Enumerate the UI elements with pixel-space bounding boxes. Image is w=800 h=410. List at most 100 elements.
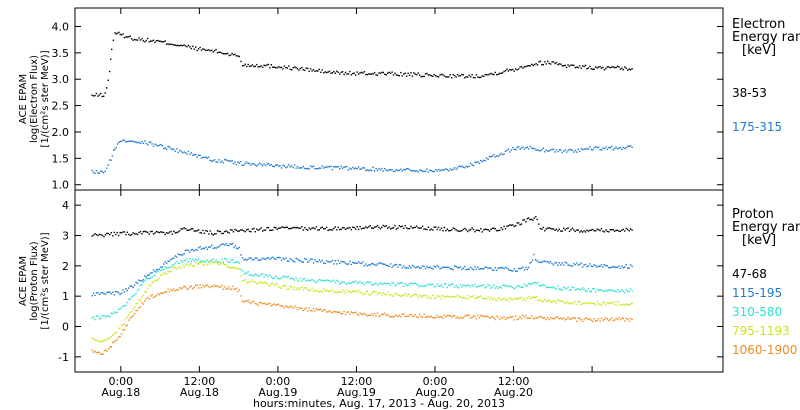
data-point [525,266,527,269]
data-point [517,222,520,224]
data-point [323,167,325,169]
data-point [586,317,588,319]
data-point [523,66,526,68]
data-point [229,160,232,162]
data-point [485,315,488,317]
data-point [586,68,588,70]
data-point [624,304,626,306]
data-point [580,262,582,264]
data-point [154,296,156,298]
data-point [254,302,256,305]
data-point [309,165,312,167]
data-point [267,256,270,259]
data-point [513,268,515,270]
data-point [195,230,197,232]
data-point [475,296,478,299]
data-point [107,232,110,235]
data-point [496,155,498,157]
data-point [349,167,351,169]
data-point [91,94,93,96]
data-point [515,270,517,272]
data-point [107,315,110,317]
data-point [411,170,414,172]
data-point [117,292,120,294]
data-point [359,262,361,264]
data-point [208,233,210,235]
data-point [350,74,352,76]
data-point [286,226,288,228]
data-point [603,231,606,233]
data-point [487,316,489,318]
data-point [253,65,255,68]
data-point [500,287,502,289]
data-point [395,263,398,266]
data-point [384,293,386,295]
data-point [144,230,146,233]
data-point [435,317,437,319]
data-point [299,167,302,169]
data-point [264,229,267,231]
data-point [375,226,377,228]
data-point [155,268,158,271]
data-point [552,61,555,63]
data-point [104,170,106,172]
data-point [564,261,566,263]
data-point [263,302,265,304]
data-point [424,316,427,318]
data-point [270,283,272,285]
data-point [573,287,575,289]
data-point [276,283,278,285]
data-point [339,291,341,293]
data-point [469,76,472,78]
data-point [493,317,495,319]
data-point [213,233,216,235]
data-point [557,264,559,266]
data-point [616,148,619,150]
data-point [309,68,312,70]
data-point [471,316,473,318]
data-point [115,33,117,35]
data-point [352,290,354,292]
data-point [341,167,344,169]
data-point [147,274,149,276]
data-point [272,256,274,258]
data-point [483,268,485,270]
data-point [455,265,457,268]
data-point [362,72,364,74]
data-point [203,264,206,266]
data-point [465,314,467,316]
data-point [233,267,235,269]
data-point [229,288,231,290]
data-point [195,153,197,156]
data-point [119,293,121,296]
data-point [174,290,176,292]
data-point [520,147,523,149]
data-point [218,51,220,53]
data-point [330,72,332,74]
data-point [331,280,334,282]
data-point [571,317,574,319]
data-point [331,288,334,291]
data-point [528,317,530,319]
data-point [200,261,203,264]
data-point [236,287,238,289]
data-point [596,288,598,291]
data-point [292,166,294,169]
data-point [427,74,430,76]
data-point [467,230,469,233]
data-point [333,70,335,73]
data-point [401,295,403,297]
data-point [218,245,220,248]
data-point [308,227,310,229]
data-point [280,66,283,69]
data-point [304,308,306,310]
data-point [488,317,491,319]
data-point [362,293,364,295]
data-point [315,308,318,310]
data-point [247,299,249,302]
data-point [405,295,408,297]
xtick-label-time: 12:00 [498,375,530,388]
data-point [565,151,568,153]
data-point [449,284,451,286]
data-point [133,313,136,315]
